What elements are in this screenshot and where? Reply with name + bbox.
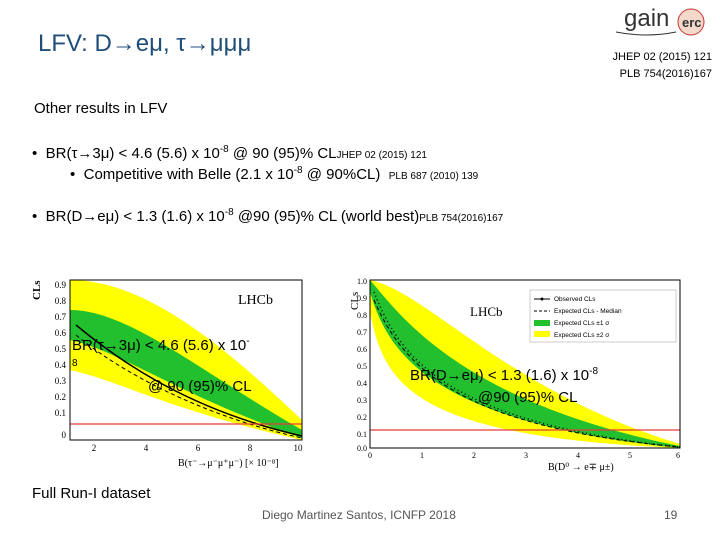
bullet-marker: • <box>32 145 38 162</box>
x-tick-label: 8 <box>248 443 253 453</box>
y-tick-label: 0.2 <box>357 413 367 422</box>
overlay-text: eμ) < 1.3 (1.6) x 10 <box>461 367 590 384</box>
arrow-icon: → <box>185 30 210 57</box>
x-tick-label: 5 <box>628 451 632 460</box>
section-subheading: Other results in LFV <box>34 100 168 117</box>
y-tick-label: 1.0 <box>357 277 367 286</box>
y-tick-label: 0.1 <box>357 430 367 439</box>
x-tick-label: 4 <box>576 451 580 460</box>
y-tick-label: 0.9 <box>357 294 367 303</box>
arrow-icon: → <box>82 208 98 225</box>
lhcb-label: LHCb <box>470 304 503 319</box>
y-tick-label: 0.2 <box>55 392 66 402</box>
x-tick-label: 1 <box>420 451 424 460</box>
bullet-text: BR(τ <box>45 145 78 162</box>
overlay-text: BR(D <box>410 367 447 384</box>
bullet-reference: PLB 687 (2010) 139 <box>388 171 479 182</box>
y-tick-label: 0.3 <box>357 396 367 405</box>
y-tick-label: 0.8 <box>357 311 367 320</box>
x-tick-label: 2 <box>472 451 476 460</box>
y-tick-label: 0.4 <box>55 360 67 370</box>
legend-item: Expected CLs - Median <box>554 308 622 315</box>
y-tick-label: 0.4 <box>357 379 367 388</box>
overlay-d0-line1: BR(D→eμ) < 1.3 (1.6) x 10-8 <box>410 366 599 385</box>
arrow-icon: → <box>111 30 136 57</box>
x-tick-label: 10 <box>294 443 304 453</box>
x-tick-label: 3 <box>524 451 528 460</box>
bullet-tau-limit: • BR(τ→3μ) < 4.6 (5.6) x 10-8 @ 90 (95)%… <box>32 144 427 163</box>
title-text-2: eμ, τ <box>135 30 186 57</box>
y-tick-label: 0.6 <box>55 328 67 338</box>
y-axis-label: CLs <box>31 280 43 300</box>
y-axis-label: CLs <box>349 292 361 310</box>
y-tick-label: 0.5 <box>55 344 67 354</box>
bullet-reference: JHEP 02 (2015) 121 <box>336 150 427 161</box>
overlay-text: 3μ) < 4.6 (5.6) x 10 <box>118 337 247 354</box>
dataset-label: Full Run-I dataset <box>32 485 151 502</box>
bullet-d0-limit: • BR(D→eμ) < 1.3 (1.6) x 10-8 @90 (95)% … <box>32 207 504 226</box>
exponent: - <box>246 336 250 347</box>
overlay-tau-line2: @ 90 (95)% CL <box>148 378 252 395</box>
y-tick-label: 0.0 <box>357 444 367 453</box>
overlay-tau-exponent: 8 <box>72 358 78 369</box>
y-tick-label: 0.8 <box>55 296 67 306</box>
y-tick-label: 0.9 <box>55 280 67 290</box>
bullet-text: @ 90 (95)% CL <box>228 145 337 162</box>
observed-cls-curve <box>75 324 302 437</box>
reference-jhep: JHEP 02 (2015) 121 <box>612 51 712 63</box>
left-cls-plot: 0.9 0.8 0.7 0.6 0.5 0.4 0.3 0.2 0.1 0 2 … <box>28 270 308 470</box>
arrow-icon: → <box>103 337 119 354</box>
plot-legend: Observed CLs Expected CLs - Median Expec… <box>529 289 677 343</box>
overlay-text: BR(τ <box>72 337 104 354</box>
bullet-text: @ 90%CL) <box>302 166 381 183</box>
right-cls-plot: 1.0 0.9 0.8 0.7 0.6 0.5 0.4 0.3 0.2 0.1 … <box>348 272 688 473</box>
arrow-icon: → <box>446 367 462 384</box>
x-axis-label: B(τ⁻→μ⁻μ⁺μ⁻) [× 10⁻⁸] <box>178 458 279 469</box>
y-tick-label: 0.5 <box>357 362 367 371</box>
expected-cls-curve <box>75 334 302 439</box>
gain-erc-logo: gain erc <box>596 4 712 38</box>
legend-item: Observed CLs <box>554 296 596 303</box>
x-tick-label: 6 <box>676 451 680 460</box>
y-tick-label: 0.3 <box>55 376 67 386</box>
exponent: -8 <box>219 144 229 155</box>
x-tick-label: 6 <box>196 443 201 453</box>
bullet-belle-comparison: • Competitive with Belle (2.1 x 10-8 @ 9… <box>70 165 479 184</box>
arrow-icon: → <box>77 145 93 162</box>
overlay-tau-line1: BR(τ→3μ) < 4.6 (5.6) x 10- <box>72 336 250 355</box>
exponent: -8 <box>224 207 234 218</box>
bullet-text: 3μ) < 4.6 (5.6) x 10 <box>92 145 220 162</box>
footer-author: Diego Martinez Santos, ICNFP 2018 <box>262 508 456 522</box>
y-tick-label: 0.7 <box>55 312 67 322</box>
x-tick-label: 4 <box>144 443 149 453</box>
title-text-1: LFV: D <box>38 30 112 57</box>
x-tick-label: 0 <box>368 451 372 460</box>
page-number: 19 <box>664 508 678 522</box>
bullet-text: BR(D <box>45 208 83 225</box>
y-tick-label: 0.7 <box>357 328 367 337</box>
logo-gain-text: gain <box>624 5 669 32</box>
exponent: -8 <box>293 165 303 176</box>
bullet-marker: • <box>70 166 76 183</box>
exponent: -8 <box>589 366 599 377</box>
reference-plb: PLB 754(2016)167 <box>619 68 712 80</box>
bullet-text: @90 (95)% CL (world best) <box>233 208 420 225</box>
bullet-text: Competitive with Belle (2.1 x 10 <box>83 166 294 183</box>
logo-erc-text: erc <box>682 15 702 30</box>
lhcb-label: LHCb <box>238 293 273 308</box>
overlay-d0-line2: @90 (95)% CL <box>478 389 578 406</box>
bullet-reference: PLB 754(2016)167 <box>419 213 504 224</box>
y-tick-label: 0 <box>62 430 67 440</box>
legend-item: Expected CLs ±2 σ <box>554 332 609 339</box>
y-tick-label: 0.1 <box>55 408 66 418</box>
title-text-3: μμμ <box>209 30 252 57</box>
x-axis-label: B(D⁰ → e∓ μ±) <box>548 462 614 472</box>
bullet-marker: • <box>32 208 38 225</box>
legend-item: Expected CLs ±1 σ <box>554 320 609 327</box>
bullet-text: eμ) < 1.3 (1.6) x 10 <box>97 208 225 225</box>
slide-title: LFV: D→eμ, τ→μμμ <box>38 30 251 58</box>
expected-cls-curve <box>373 299 680 448</box>
x-tick-label: 2 <box>92 443 97 453</box>
y-tick-label: 0.6 <box>357 345 367 354</box>
